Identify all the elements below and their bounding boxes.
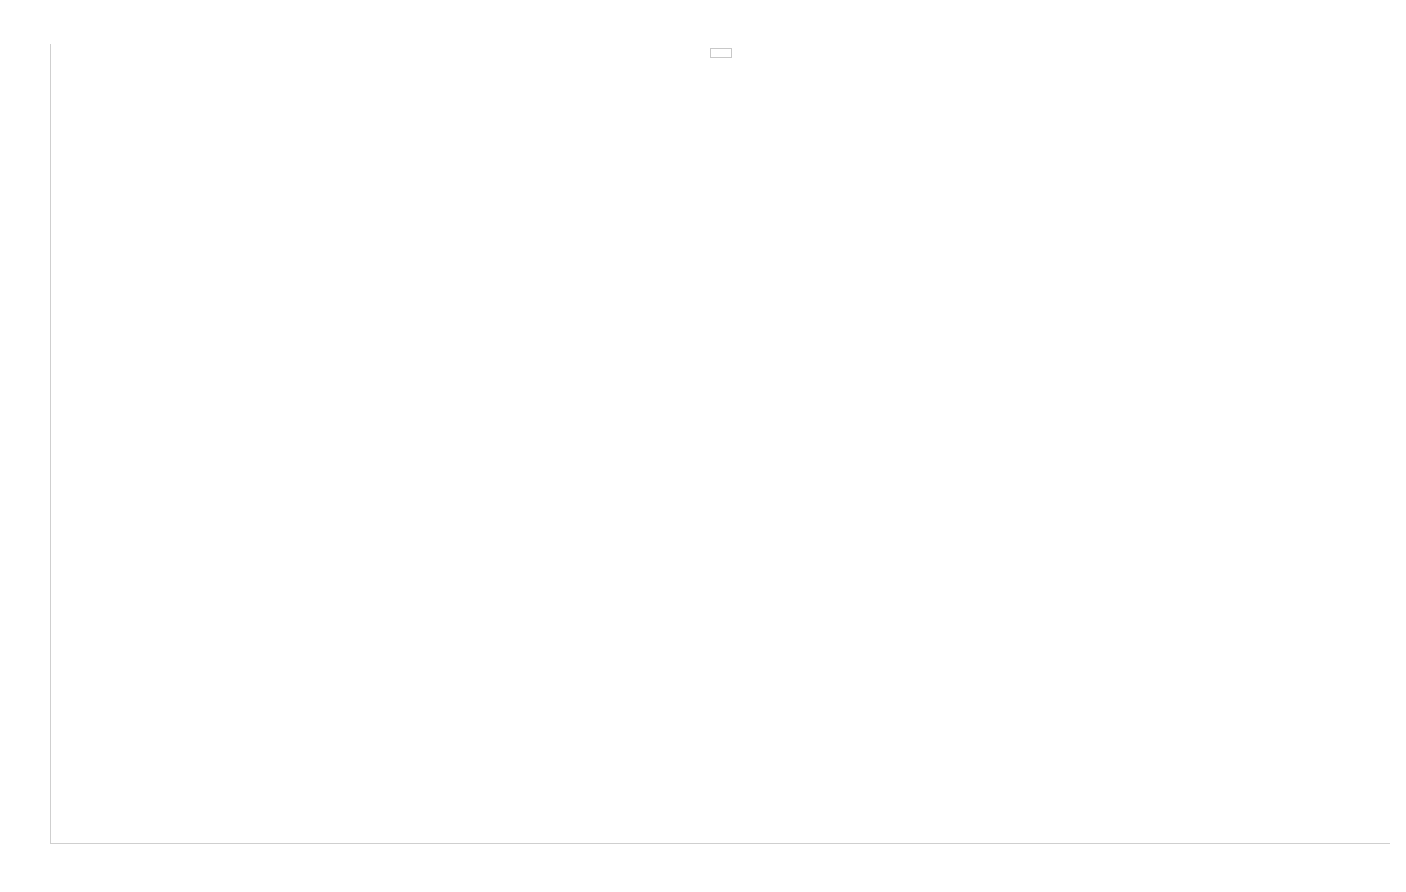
trend-lines-layer [51, 44, 1390, 843]
chart-area [50, 44, 1390, 844]
correlation-legend [710, 48, 732, 58]
title-bar [0, 0, 1406, 8]
